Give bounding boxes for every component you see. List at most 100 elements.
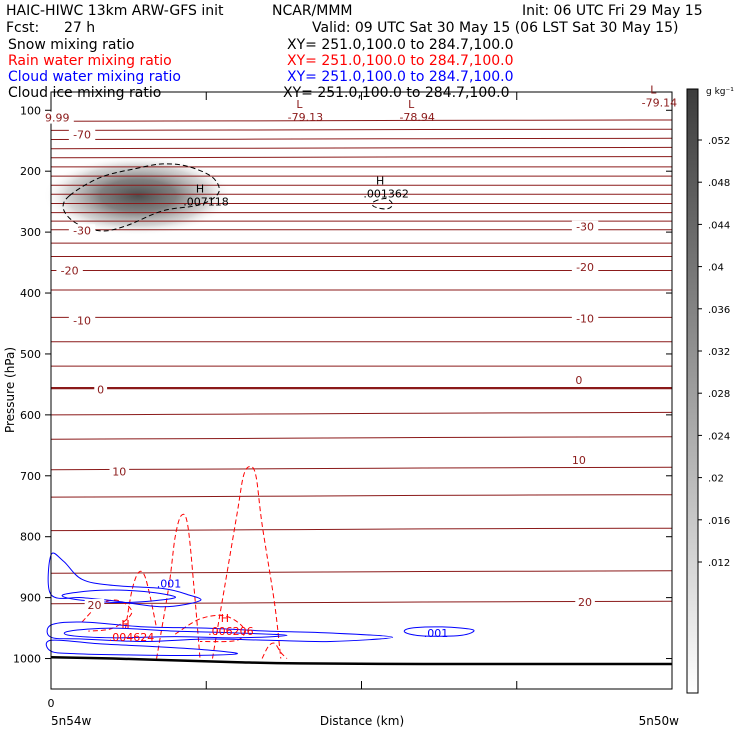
field-xy-cloud-water: XY= 251.0,100.0 to 284.7,100.0 — [287, 69, 514, 85]
temperature-contour-label: 20 — [87, 599, 101, 612]
organization: NCAR/MMM — [272, 3, 353, 19]
label-background — [575, 595, 595, 608]
extremum-value: -79.13 — [288, 111, 323, 124]
snow-contour — [371, 198, 394, 210]
cloud-water-contour — [63, 627, 288, 639]
colorbar-tick-label: .016 — [708, 516, 730, 527]
colorbar-tick-label: .052 — [708, 136, 730, 147]
y-tick-label: 300 — [20, 226, 41, 239]
temperature-contour-label: 10 — [572, 454, 586, 467]
rain-contour — [156, 513, 201, 659]
colorbar-tick-label: .036 — [708, 305, 730, 316]
y-tick-label: 600 — [20, 409, 41, 422]
extremum-marker: L — [296, 98, 303, 111]
temperature-contour-label: -20 — [576, 261, 594, 274]
cloud-water-contour — [403, 626, 475, 637]
extremum-marker: H — [196, 183, 204, 196]
label-background — [109, 465, 130, 478]
valid-time: Valid: 09 UTC Sat 30 May 15 (06 LST Sat … — [312, 20, 679, 36]
colorbar-tick-label: .044 — [708, 220, 730, 231]
y-tick-label: 100 — [20, 104, 41, 117]
colorbar-unit: g kg⁻¹ — [706, 87, 734, 97]
cloud-water-contour — [45, 639, 238, 657]
temperature-contour-label: 10 — [112, 466, 126, 479]
rain-contour — [212, 466, 282, 659]
field-name-cloud-water: Cloud water mixing ratio — [8, 69, 181, 85]
x-axis-label: Distance (km) — [320, 714, 404, 728]
colorbar: g kg⁻¹ .052 .048 .044 .04 .036 .032 .028 .024 .0… — [686, 87, 734, 694]
colorbar-scale — [686, 88, 699, 694]
extremum-value: .007118 — [183, 196, 229, 209]
label-background — [572, 374, 586, 387]
field-name-rain: Rain water mixing ratio — [8, 53, 172, 69]
extremum-marker: H — [376, 175, 384, 188]
temperature-contour-label: -10 — [576, 313, 594, 326]
cloud-water-contour — [46, 621, 394, 643]
label-background — [68, 128, 96, 141]
temperature-contour-label: -20 — [61, 264, 79, 277]
field-name-snow: Snow mixing ratio — [8, 37, 135, 53]
colorbar-tick-label: .024 — [708, 431, 730, 442]
extremum-marker: H — [121, 618, 129, 631]
label-background — [56, 264, 83, 277]
temperature-isotherm — [50, 156, 673, 159]
y-tick-label: 200 — [20, 165, 41, 178]
label-background — [84, 598, 105, 611]
extremum-value: .001362 — [363, 188, 409, 201]
x-start-location: 5n54w — [51, 714, 92, 728]
colorbar-tick-label: .032 — [708, 347, 730, 358]
init-time: Init: 06 UTC Fri 29 May 15 — [522, 3, 703, 19]
temperature-isotherm — [50, 137, 673, 140]
extremum-value: .006206 — [208, 625, 254, 638]
label-background — [94, 383, 108, 396]
y-tick-label: 800 — [20, 531, 41, 544]
temperature-isotherm — [50, 119, 673, 122]
temperature-contour-label: -70 — [73, 129, 91, 142]
extremum-value: -79.14 — [642, 96, 677, 109]
temperature-isotherm — [50, 527, 673, 532]
temperature-contour-label: 0 — [575, 374, 582, 387]
extremum-value: .004624 — [109, 631, 155, 644]
temperature-contour-label: 0 — [97, 383, 104, 396]
temperature-isotherm — [50, 128, 673, 131]
label-background — [571, 260, 599, 273]
temperature-contour-label: -10 — [73, 314, 91, 327]
y-tick-label: 1000 — [13, 653, 41, 666]
snow-shading — [42, 155, 233, 236]
rain-contour — [174, 614, 245, 643]
temperature-isotherm — [50, 146, 673, 150]
extremum-value: -78.94 — [399, 111, 434, 124]
y-axis-label: Pressure (hPa) — [3, 347, 17, 433]
label-background — [40, 111, 74, 124]
temperature-isotherm — [50, 466, 673, 471]
field-xy-rain: XY= 251.0,100.0 to 284.7,100.0 — [287, 53, 514, 69]
cloud-water-contour-label: .001 — [424, 627, 449, 640]
x-end-location: 5n50w — [639, 714, 680, 728]
x-origin-tick-label: 0 — [48, 697, 55, 710]
colorbar-tick-label: .028 — [708, 389, 730, 400]
cloud-water-contour — [61, 589, 176, 604]
label-background — [569, 453, 589, 466]
field-name-cloud-ice: Cloud ice mixing ratio — [8, 85, 162, 101]
forecast-label: Fcst: — [6, 20, 40, 36]
temperature-isotherm — [50, 570, 673, 574]
y-tick-label: 400 — [20, 287, 41, 300]
label-background — [571, 312, 599, 325]
rain-contour — [125, 570, 158, 629]
colorbar-tick-label: .048 — [708, 178, 730, 189]
label-background — [571, 220, 599, 233]
cloud-water-contour-label: .001 — [157, 578, 182, 591]
y-tick-label: 700 — [20, 470, 41, 483]
y-tick-label: 500 — [20, 348, 41, 361]
temperature-contour-label: -30 — [576, 221, 594, 234]
temperature-contour-label: 9.99 — [45, 112, 70, 125]
terrain-line — [50, 656, 672, 666]
temperature-contour-label: 20 — [578, 596, 592, 609]
extremum-marker: L — [408, 98, 415, 111]
forecast-hour: 27 h — [64, 20, 96, 36]
colorbar-tick-label: .02 — [708, 474, 724, 485]
temperature-isotherm — [50, 436, 673, 440]
label-background — [68, 314, 96, 327]
snow-contour — [62, 163, 220, 232]
